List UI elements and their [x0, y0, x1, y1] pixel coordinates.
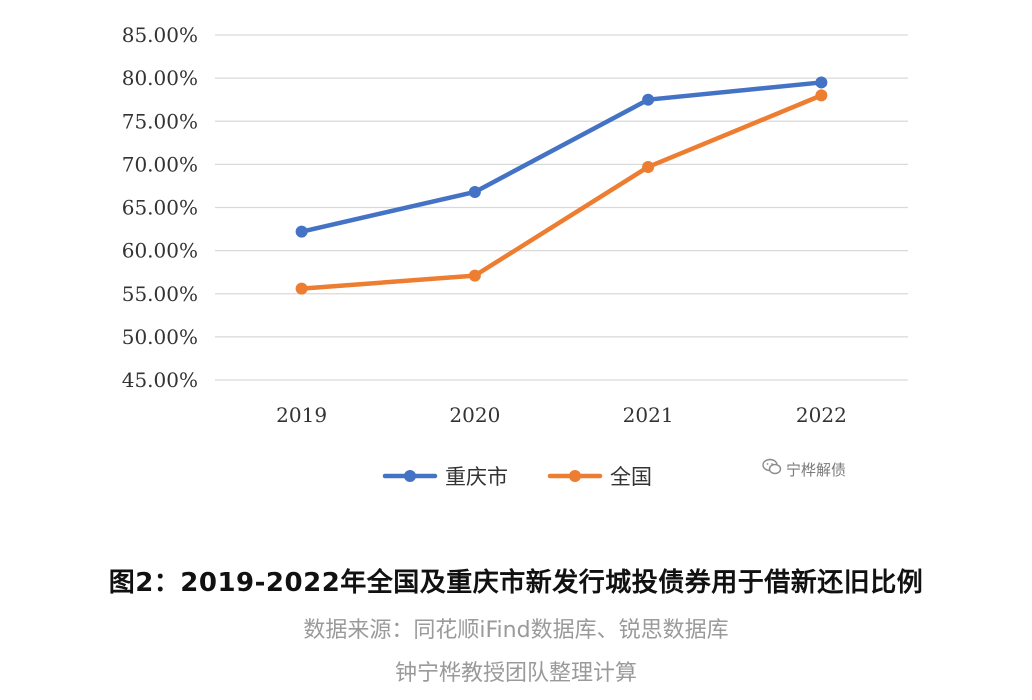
data-point — [295, 282, 308, 295]
legend-label: 重庆市 — [445, 465, 508, 489]
data-point — [295, 225, 308, 238]
legend-swatch-marker — [404, 470, 416, 482]
y-tick-label: 50.00% — [122, 325, 198, 349]
y-tick-label: 70.00% — [122, 152, 198, 176]
figure-caption-title: 图2：2019-2022年全国及重庆市新发行城投债券用于借新还旧比例 — [108, 568, 924, 598]
data-point — [815, 76, 828, 89]
y-tick-label: 65.00% — [122, 196, 198, 220]
y-tick-label: 75.00% — [122, 109, 198, 133]
series-line — [299, 80, 824, 234]
x-tick-label: 2021 — [623, 403, 674, 427]
x-tick-label: 2019 — [276, 403, 327, 427]
y-tick-label: 55.00% — [122, 282, 198, 306]
figure-caption-source: 数据来源：同花顺iFind数据库、锐思数据库 — [303, 618, 729, 643]
figure-caption-credit: 钟宁桦教授团队整理计算 — [394, 661, 637, 686]
data-point — [815, 89, 828, 102]
data-point — [468, 269, 481, 282]
series-line — [299, 93, 824, 291]
x-tick-label: 2020 — [449, 403, 500, 427]
x-tick-label: 2022 — [796, 403, 847, 427]
y-tick-label: 80.00% — [122, 66, 198, 90]
legend-swatch-marker — [569, 470, 581, 482]
line-chart: 85.00% 80.00% 75.00% 70.00% 65.00% 60.00% 55.0… — [122, 23, 908, 489]
legend-label: 全国 — [610, 465, 652, 489]
data-point — [468, 185, 481, 198]
y-tick-label: 60.00% — [122, 239, 198, 263]
data-point — [642, 160, 655, 173]
wechat-icon — [762, 458, 782, 480]
y-tick-label: 45.00% — [122, 368, 198, 392]
y-tick-label: 85.00% — [122, 23, 198, 47]
watermark-text: 宁桦解债 — [786, 460, 847, 479]
data-point — [642, 93, 655, 106]
watermark: 宁桦解债 — [762, 458, 846, 480]
